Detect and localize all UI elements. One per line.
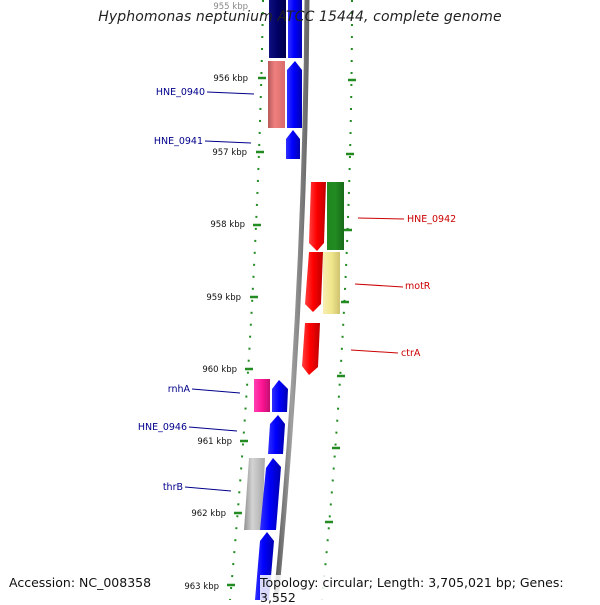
gene-label-rnhA[interactable]: rnhA (168, 384, 191, 395)
feature-thrB (244, 458, 265, 530)
left-tick-ring (229, 0, 264, 600)
feature-hne0941 (286, 130, 300, 159)
tick-label-956: 956 kbp (213, 74, 248, 84)
feature-hne0942 (309, 182, 326, 251)
feature-blue-top (288, 0, 302, 58)
feature-navy-top (269, 0, 286, 58)
forward-features (244, 0, 302, 600)
forward-leaders (184, 91, 255, 492)
feature-hne0940 (268, 61, 285, 128)
tick-label-958: 958 kbp (210, 220, 245, 230)
right-major-ticks (325, 78, 356, 524)
genome-title: Hyphomonas neptunium ATCC 15444, complet… (98, 9, 502, 25)
gene-label-hne0940[interactable]: HNE_0940 (156, 87, 205, 98)
feature-green (327, 182, 344, 250)
feature-cds-blue-1 (287, 61, 302, 128)
reverse-leaders (350, 217, 405, 354)
tick-label-963: 963 kbp (184, 582, 219, 592)
feature-rnhA (254, 379, 270, 412)
genome-backbone (273, 0, 310, 600)
gene-label-hne0942[interactable]: HNE_0942 (407, 214, 456, 225)
tick-label-959: 959 kbp (206, 293, 241, 303)
gene-label-ctrA[interactable]: ctrA (401, 348, 421, 359)
gene-label-motR[interactable]: motR (405, 281, 431, 292)
feature-hne0946 (268, 415, 285, 454)
gene-label-hne0946[interactable]: HNE_0946 (138, 422, 187, 433)
tick-label-955: 955 kbp (213, 2, 248, 12)
tick-label-960: 960 kbp (202, 365, 237, 375)
feature-motR (323, 252, 340, 314)
feature-cds-blue-3 (260, 458, 281, 530)
tick-label-957: 957 kbp (212, 148, 247, 158)
feature-ctrA (302, 323, 320, 375)
major-ticks (227, 76, 266, 587)
tick-label-961: 961 kbp (197, 437, 232, 447)
tick-label-962: 962 kbp (191, 509, 226, 519)
reverse-features (302, 182, 344, 375)
feature-cds-red-2 (305, 252, 323, 312)
right-tick-ring (321, 0, 353, 600)
gene-label-thrB[interactable]: thrB (163, 482, 183, 493)
genome-summary-text: Topology: circular; Length: 3,705,021 bp… (260, 575, 600, 605)
accession-text: Accession: NC_008358 (9, 575, 152, 590)
feature-cds-blue-2 (272, 380, 288, 412)
gene-label-hne0941[interactable]: HNE_0941 (154, 136, 203, 147)
